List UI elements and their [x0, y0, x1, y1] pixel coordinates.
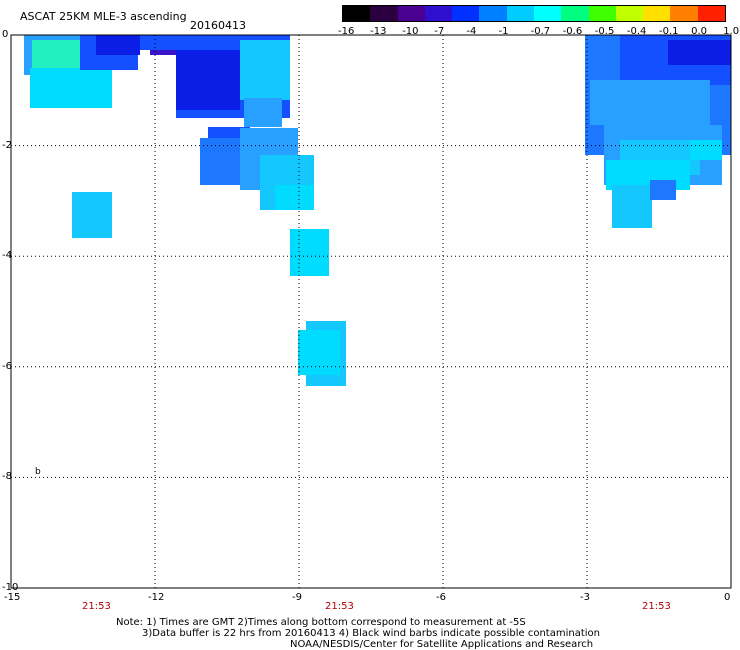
x-tick-label: -9 [292, 592, 302, 603]
y-tick-label: -4 [2, 250, 12, 262]
wind-cell [176, 50, 240, 110]
wind-cell [240, 40, 290, 100]
colorbar-label: -0.4 [626, 26, 647, 37]
colorbar-swatch [370, 6, 398, 21]
colorbar-label: -0.6 [562, 26, 583, 37]
x-tick-label: -15 [4, 592, 21, 603]
colorbar [342, 5, 726, 22]
wind-cell [590, 80, 710, 125]
colorbar-swatch [670, 6, 698, 21]
colorbar-label: 1.0 [723, 26, 740, 37]
wind-cell [244, 98, 282, 127]
colorbar-label: -0.1 [659, 26, 679, 37]
colorbar-swatch [343, 6, 371, 21]
colorbar-label: -1 [498, 26, 509, 37]
wind-cell [290, 229, 329, 276]
time-label-3: 21:53 [642, 601, 671, 612]
colorbar-swatch [533, 6, 562, 21]
y-tick-label: -10 [2, 582, 19, 593]
y-tick-label: 0 [2, 29, 9, 40]
wind-cell [650, 180, 676, 200]
wind-cell [96, 35, 140, 55]
colorbar-swatch [615, 6, 644, 21]
wind-cell [298, 330, 340, 375]
time-label-2: 21:53 [325, 601, 354, 612]
swath-data [24, 35, 731, 386]
wind-cell [612, 185, 652, 228]
colorbar-label: -16 [338, 26, 355, 37]
x-tick-label: -12 [148, 592, 165, 603]
wind-cell [668, 40, 731, 65]
note-line-1: Note: 1) Times are GMT 2)Times along bot… [116, 617, 526, 628]
colorbar-swatch [424, 6, 453, 21]
x-tick-label: 0 [724, 592, 731, 603]
colorbar-label: -13 [370, 26, 387, 37]
colorbar-swatch [479, 6, 507, 21]
colorbar-swatch [588, 6, 616, 21]
colorbar-label: -0.7 [530, 26, 551, 37]
y-tick-label: -2 [2, 139, 12, 151]
y-tick-label: -6 [2, 360, 12, 372]
wind-cell [690, 140, 722, 160]
wind-cell [30, 68, 112, 108]
time-label-1: 21:53 [82, 601, 111, 612]
colorbar-label: 0.0 [691, 26, 707, 37]
x-tick-label: -3 [580, 592, 590, 603]
plot-frame [10, 34, 732, 589]
product-title: ASCAT 25KM MLE-3 ascending [20, 10, 187, 23]
colorbar-swatch [643, 6, 671, 21]
wind-cell [200, 138, 245, 185]
contamination-marker: b [35, 467, 41, 477]
x-tick-label: -6 [436, 592, 446, 603]
wind-cell [140, 35, 178, 50]
wind-cell [275, 185, 314, 210]
colorbar-swatch [697, 6, 725, 21]
colorbar-label: -4 [466, 26, 477, 37]
wind-cell [32, 40, 80, 70]
colorbar-swatch [506, 6, 534, 21]
y-tick-label: -8 [2, 471, 12, 483]
colorbar-swatch [452, 6, 480, 21]
colorbar-label: -7 [434, 26, 445, 37]
note-line-3: NOAA/NESDIS/Center for Satellite Applica… [290, 639, 594, 650]
product-date: 20160413 [190, 19, 246, 32]
colorbar-label: -10 [402, 26, 419, 37]
colorbar-swatch [397, 6, 425, 21]
wind-cell [72, 192, 112, 238]
note-line-2: 3)Data buffer is 22 hrs from 20160413 4)… [142, 628, 600, 639]
colorbar-label: -0.5 [594, 26, 615, 37]
colorbar-swatch [561, 6, 589, 21]
